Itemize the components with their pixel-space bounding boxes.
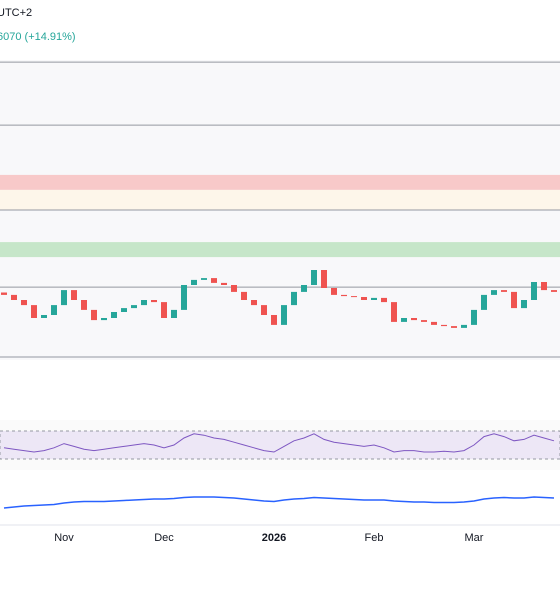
candle xyxy=(301,285,307,292)
candle xyxy=(361,297,367,300)
candle xyxy=(541,282,547,291)
change: 6070 (+14.91%) xyxy=(0,31,76,43)
candle xyxy=(441,324,447,327)
candle xyxy=(81,300,87,310)
candle xyxy=(181,285,187,310)
zone xyxy=(0,174,560,190)
x-tick-label: Mar xyxy=(465,532,484,544)
candle xyxy=(251,300,257,306)
candle xyxy=(201,278,207,280)
candle xyxy=(1,292,7,295)
candle xyxy=(461,324,467,328)
candle xyxy=(131,305,137,309)
candle xyxy=(91,309,97,321)
candle xyxy=(11,294,17,300)
x-tick-label: Nov xyxy=(54,532,74,544)
candle xyxy=(71,290,77,300)
candle xyxy=(501,290,507,292)
rsi-band xyxy=(0,430,560,460)
candle xyxy=(531,282,537,300)
candle xyxy=(121,308,127,312)
candle xyxy=(481,294,487,310)
candle xyxy=(111,312,117,318)
candle xyxy=(401,318,407,322)
candle xyxy=(51,305,57,315)
candle xyxy=(381,297,387,303)
rsi-line xyxy=(3,433,555,453)
candle xyxy=(321,270,327,288)
macd-line xyxy=(3,496,555,509)
timezone: UTC+2 xyxy=(0,7,32,19)
candle xyxy=(471,309,477,325)
candle xyxy=(351,296,357,298)
zone xyxy=(0,189,560,210)
candle xyxy=(521,300,527,309)
candle xyxy=(431,321,437,325)
candle xyxy=(31,305,37,318)
candle xyxy=(511,291,517,309)
candle xyxy=(41,315,47,318)
candle xyxy=(331,288,337,295)
candle xyxy=(151,300,157,303)
candle xyxy=(281,305,287,325)
candle xyxy=(421,320,427,322)
candle xyxy=(221,282,227,285)
x-tick-label: Feb xyxy=(365,532,384,544)
candle xyxy=(341,294,347,297)
candle xyxy=(451,326,457,328)
candle xyxy=(391,302,397,322)
x-tick-label: Dec xyxy=(154,532,174,544)
candle xyxy=(141,300,147,306)
candle xyxy=(311,270,317,285)
candle xyxy=(271,315,277,325)
candle xyxy=(21,300,27,306)
candle xyxy=(101,318,107,321)
candle xyxy=(371,297,377,300)
candle xyxy=(261,305,267,315)
candle xyxy=(241,291,247,300)
candle xyxy=(211,278,217,283)
x-tick-label: 2026 xyxy=(262,532,286,544)
candle xyxy=(491,290,497,295)
candle xyxy=(191,279,197,285)
candle xyxy=(551,290,557,292)
candle xyxy=(161,302,167,318)
candle xyxy=(411,318,417,321)
zone xyxy=(0,242,560,258)
candle xyxy=(171,309,177,318)
candle xyxy=(61,290,67,306)
candle xyxy=(231,285,237,292)
candle xyxy=(291,291,297,306)
